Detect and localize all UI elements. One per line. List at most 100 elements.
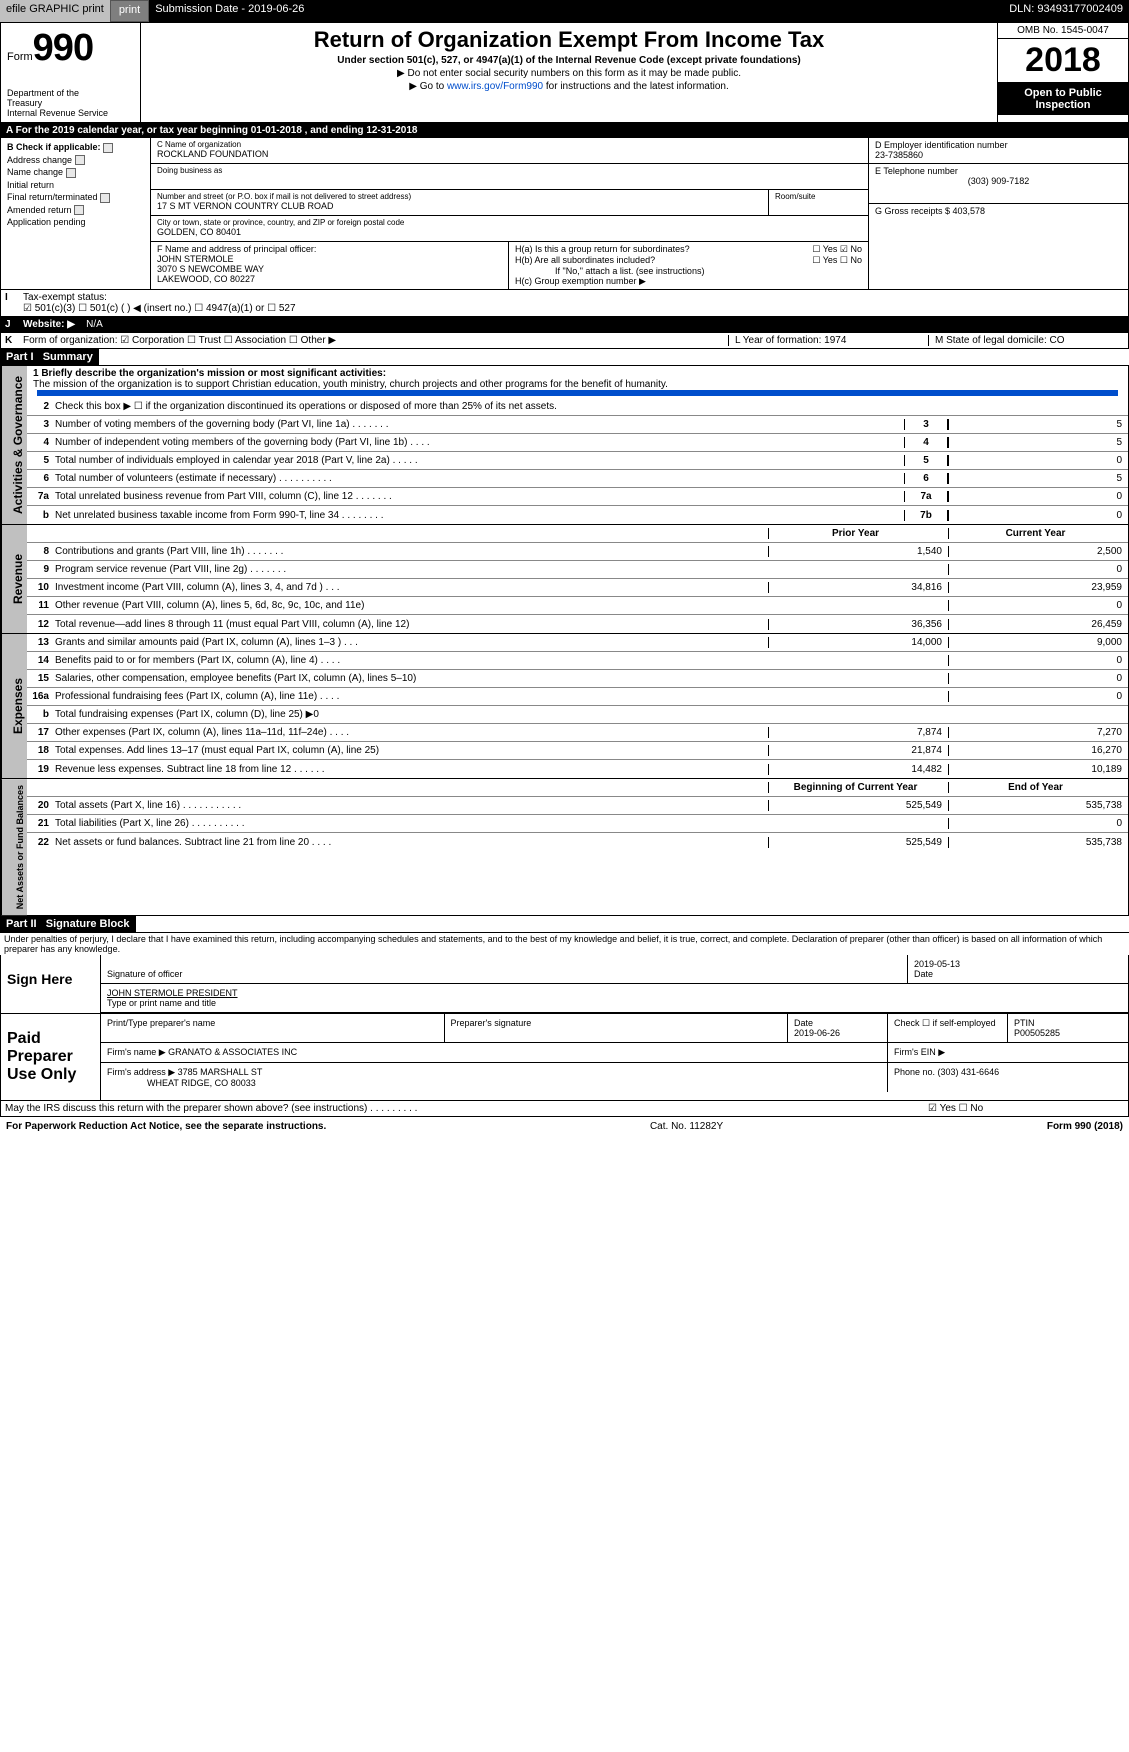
prep-date: Date2019-06-26 [788, 1014, 888, 1042]
e-label: E Telephone number [875, 166, 1122, 176]
row-k: K Form of organization: ☑ Corporation ☐ … [0, 333, 1129, 349]
state-domicile: M State of legal domicile: CO [928, 335, 1128, 346]
netassets-header: Beginning of Current Year End of Year [27, 779, 1128, 797]
header-left: Form990 Department of theTreasuryInterna… [1, 23, 141, 122]
header-center: Return of Organization Exempt From Incom… [141, 23, 998, 122]
cb-amended: Amended return [1, 204, 150, 217]
sign-date: 2019-05-13Date [908, 955, 1128, 983]
table-row: 20Total assets (Part X, line 16) . . . .… [27, 797, 1128, 815]
officer-printed-name: JOHN STERMOLE PRESIDENT [107, 988, 238, 998]
year-formation: L Year of formation: 1974 [728, 335, 928, 346]
box-b: B Check if applicable: Address change Na… [1, 138, 151, 289]
table-row: 19Revenue less expenses. Subtract line 1… [27, 760, 1128, 778]
expenses-section: Expenses 13Grants and similar amounts pa… [0, 634, 1129, 779]
city-label: City or town, state or province, country… [157, 218, 862, 227]
vert-netassets: Net Assets or Fund Balances [1, 779, 27, 915]
table-row: 17Other expenses (Part IX, column (A), l… [27, 724, 1128, 742]
k-content: Form of organization: ☑ Corporation ☐ Tr… [19, 335, 728, 346]
checkbox[interactable] [103, 143, 113, 153]
cb-name: Name change [1, 166, 150, 179]
vert-activities: Activities & Governance [1, 366, 27, 524]
paid-preparer-right: Print/Type preparer's name Preparer's si… [101, 1014, 1128, 1100]
street-label: Number and street (or P.O. box if mail i… [157, 192, 762, 201]
dba-label: Doing business as [157, 166, 862, 175]
officer-cell: F Name and address of principal officer:… [151, 242, 508, 289]
vert-expenses: Expenses [1, 634, 27, 778]
form-number: 990 [33, 27, 93, 69]
part-2-bar: Part II Signature Block [0, 916, 1129, 933]
irs-link[interactable]: www.irs.gov/Form990 [447, 81, 543, 92]
paid-preparer-label: PaidPreparerUse Only [1, 1014, 101, 1100]
firm-address: Firm's address ▶ 3785 MARSHALL ST WHEAT … [101, 1063, 888, 1092]
box-h: H(a) Is this a group return for subordin… [508, 242, 868, 289]
note-1: ▶ Do not enter social security numbers o… [147, 68, 991, 79]
row-j: J Website: ▶ N/A [0, 317, 1129, 333]
name-title-label: Type or print name and title [107, 998, 216, 1008]
activities-governance: Activities & Governance 1 Briefly descri… [0, 366, 1129, 525]
hc-label: H(c) Group exemption number ▶ [515, 276, 862, 287]
officer-addr1: 3070 S NEWCOMBE WAY [157, 264, 502, 274]
efile-label: efile GRAPHIC print [0, 0, 110, 22]
form-subtitle: Under section 501(c), 527, or 4947(a)(1)… [147, 55, 991, 66]
table-row: 10Investment income (Part VIII, column (… [27, 579, 1128, 597]
gross-receipts: G Gross receipts $ 403,578 [869, 204, 1128, 230]
form-title: Return of Organization Exempt From Incom… [147, 27, 991, 53]
room-label: Room/suite [775, 192, 862, 201]
c-label: C Name of organization [157, 140, 862, 149]
department: Department of theTreasuryInternal Revenu… [7, 88, 134, 118]
discuss-row: May the IRS discuss this return with the… [0, 1101, 1129, 1117]
city-cell: City or town, state or province, country… [151, 216, 868, 242]
self-employed-check[interactable]: Check ☐ if self-employed [888, 1014, 1008, 1042]
hb-note: If "No," attach a list. (see instruction… [515, 266, 862, 276]
city-value: GOLDEN, CO 80401 [157, 227, 862, 237]
table-row: 11Other revenue (Part VIII, column (A), … [27, 597, 1128, 615]
submission-date: Submission Date - 2019-06-26 [149, 0, 310, 22]
street-cell: Number and street (or P.O. box if mail i… [151, 190, 768, 216]
table-row: 4Number of independent voting members of… [27, 434, 1128, 452]
room-cell: Room/suite [768, 190, 868, 216]
preparer-sig-header: Preparer's signature [445, 1014, 789, 1042]
end-year-header: End of Year [948, 782, 1128, 793]
street-value: 17 S MT VERNON COUNTRY CLUB ROAD [157, 201, 762, 211]
j-content: Website: ▶ N/A [19, 319, 1128, 330]
header-right: OMB No. 1545-0047 2018 Open to PublicIns… [998, 23, 1128, 122]
box-c: C Name of organization ROCKLAND FOUNDATI… [151, 138, 868, 289]
table-row: 16aProfessional fundraising fees (Part I… [27, 688, 1128, 706]
ha-answer: ☐ Yes ☑ No [812, 244, 862, 255]
officer-name-line: JOHN STERMOLE PRESIDENT Type or print na… [101, 984, 1128, 1013]
ha-label: H(a) Is this a group return for subordin… [515, 244, 690, 255]
perjury-statement: Under penalties of perjury, I declare th… [0, 933, 1129, 955]
netassets-body: Beginning of Current Year End of Year 20… [27, 779, 1128, 915]
box-b-header: B Check if applicable: [7, 142, 101, 152]
vert-revenue: Revenue [1, 525, 27, 633]
row-i: I Tax-exempt status:☑ 501(c)(3) ☐ 501(c)… [0, 290, 1129, 317]
beginning-year-header: Beginning of Current Year [768, 782, 948, 793]
j-label: J [1, 319, 19, 330]
table-row: 3Number of voting members of the governi… [27, 416, 1128, 434]
cb-address: Address change [1, 154, 150, 167]
ein-cell: D Employer identification number 23-7385… [869, 138, 1128, 164]
table-row: 7aTotal unrelated business revenue from … [27, 488, 1128, 506]
cb-final: Final return/terminated [1, 191, 150, 204]
print-button[interactable]: print [110, 0, 149, 22]
phone-value: (303) 909-7182 [875, 176, 1122, 186]
table-row: 5Total number of individuals employed in… [27, 452, 1128, 470]
f-label: F Name and address of principal officer: [157, 244, 502, 254]
table-row: bTotal fundraising expenses (Part IX, co… [27, 706, 1128, 724]
table-row: 18Total expenses. Add lines 13–17 (must … [27, 742, 1128, 760]
l1-label: 1 Briefly describe the organization's mi… [33, 368, 386, 379]
page-footer: For Paperwork Reduction Act Notice, see … [0, 1117, 1129, 1136]
revenue-header: Prior Year Current Year [27, 525, 1128, 543]
officer-signature[interactable]: Signature of officer [101, 955, 908, 983]
footer-left: For Paperwork Reduction Act Notice, see … [6, 1121, 326, 1132]
dba-cell: Doing business as [151, 164, 868, 190]
table-row: 13Grants and similar amounts paid (Part … [27, 634, 1128, 652]
table-row: 6Total number of volunteers (estimate if… [27, 470, 1128, 488]
preparer-name-header: Print/Type preparer's name [101, 1014, 445, 1042]
table-row: 15Salaries, other compensation, employee… [27, 670, 1128, 688]
sign-here-label: Sign Here [1, 955, 101, 1013]
phone-cell: E Telephone number (303) 909-7182 [869, 164, 1128, 204]
k-label: K [1, 335, 19, 346]
part-1-label: Part I Summary [0, 349, 99, 365]
part-1-bar: Part I Summary [0, 349, 1129, 366]
